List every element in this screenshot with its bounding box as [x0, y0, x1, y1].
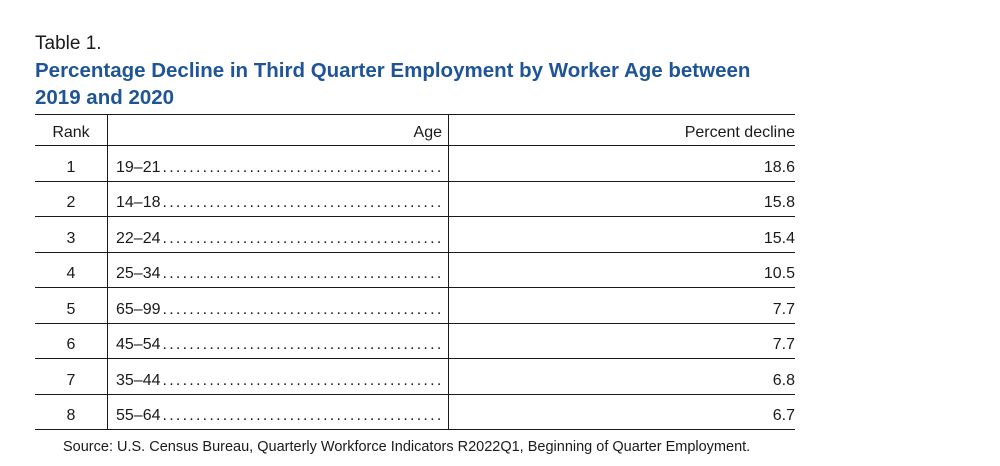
- dot-leader: [163, 265, 443, 283]
- rank-cell: 2: [35, 181, 108, 217]
- rank-cell: 3: [35, 216, 108, 253]
- dot-leader: [163, 336, 443, 354]
- percent-cell: 15.8: [448, 181, 795, 217]
- dot-leader: [163, 407, 443, 425]
- age-cell: 19–21: [107, 145, 449, 182]
- table-row: 8 55–64 6.7: [35, 394, 795, 430]
- age-label: 19–21: [116, 158, 161, 176]
- rank-cell: 4: [35, 252, 108, 288]
- header-row: Rank Age Percent decline: [35, 114, 795, 146]
- percent-cell: 18.6: [448, 145, 795, 182]
- percent-cell: 10.5: [448, 252, 795, 288]
- age-label: 55–64: [116, 407, 161, 424]
- age-label: 35–44: [116, 371, 161, 389]
- rank-cell: 8: [35, 394, 108, 430]
- age-label: 65–99: [116, 300, 161, 318]
- age-label: 45–54: [116, 336, 161, 353]
- percent-cell: 7.7: [448, 287, 795, 324]
- dot-leader: [163, 372, 443, 390]
- rank-cell: 5: [35, 287, 108, 324]
- age-label: 25–34: [116, 265, 161, 282]
- data-table: Rank Age Percent decline 1 19–21 18.6 2 …: [35, 114, 795, 430]
- table-title: Percentage Decline in Third Quarter Empl…: [35, 59, 751, 109]
- rank-cell: 7: [35, 358, 108, 395]
- dot-leader: [163, 194, 443, 212]
- age-cell: 14–18: [107, 181, 449, 217]
- column-header-percent-decline: Percent decline: [448, 114, 795, 146]
- age-cell: 25–34: [107, 252, 449, 288]
- table-row: 5 65–99 7.7: [35, 287, 795, 324]
- dot-leader: [163, 159, 443, 177]
- percent-cell: 15.4: [448, 216, 795, 253]
- table-row: 1 19–21 18.6: [35, 145, 795, 182]
- table-row: 4 25–34 10.5: [35, 252, 795, 288]
- percent-cell: 7.7: [448, 323, 795, 359]
- percent-cell: 6.8: [448, 358, 795, 395]
- column-header-rank: Rank: [35, 114, 108, 146]
- table-row: 6 45–54 7.7: [35, 323, 795, 359]
- age-label: 22–24: [116, 229, 161, 247]
- column-header-age: Age: [107, 114, 449, 146]
- age-cell: 65–99: [107, 287, 449, 324]
- dot-leader: [163, 301, 443, 319]
- age-cell: 45–54: [107, 323, 449, 359]
- age-cell: 55–64: [107, 394, 449, 430]
- age-label: 14–18: [116, 194, 161, 211]
- table-figure: Table 1. Percentage Decline in Third Qua…: [35, 31, 795, 457]
- table-row: 7 35–44 6.8: [35, 358, 795, 395]
- source-note: Source: U.S. Census Bureau, Quarterly Wo…: [63, 439, 751, 455]
- table-row: 3 22–24 15.4: [35, 216, 795, 253]
- table-row: 2 14–18 15.8: [35, 181, 795, 217]
- age-cell: 22–24: [107, 216, 449, 253]
- age-cell: 35–44: [107, 358, 449, 395]
- dot-leader: [163, 230, 443, 248]
- percent-cell: 6.7: [448, 394, 795, 430]
- rank-cell: 6: [35, 323, 108, 359]
- table-number-label: Table 1.: [35, 33, 102, 54]
- rank-cell: 1: [35, 145, 108, 182]
